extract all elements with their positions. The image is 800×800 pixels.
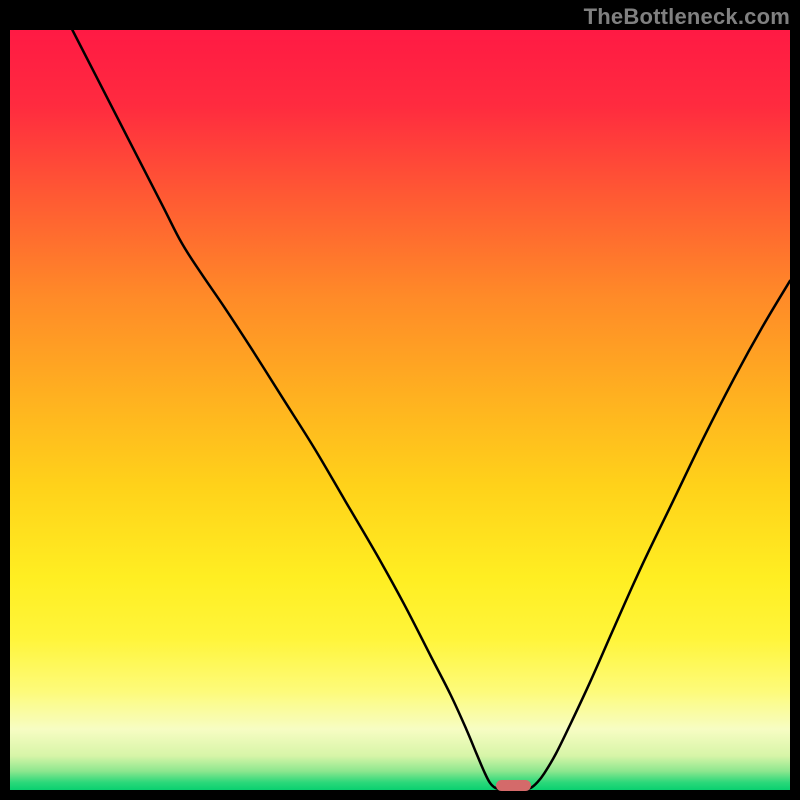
watermark-text: TheBottleneck.com bbox=[584, 4, 790, 30]
chart-container: TheBottleneck.com bbox=[0, 0, 800, 800]
optimum-marker bbox=[496, 780, 531, 791]
plot-svg bbox=[10, 30, 790, 790]
gradient-fill bbox=[10, 30, 790, 790]
